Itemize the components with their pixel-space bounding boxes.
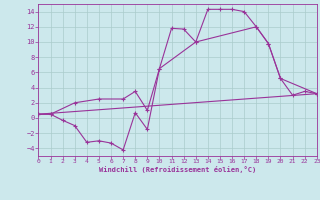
X-axis label: Windchill (Refroidissement éolien,°C): Windchill (Refroidissement éolien,°C) (99, 166, 256, 173)
